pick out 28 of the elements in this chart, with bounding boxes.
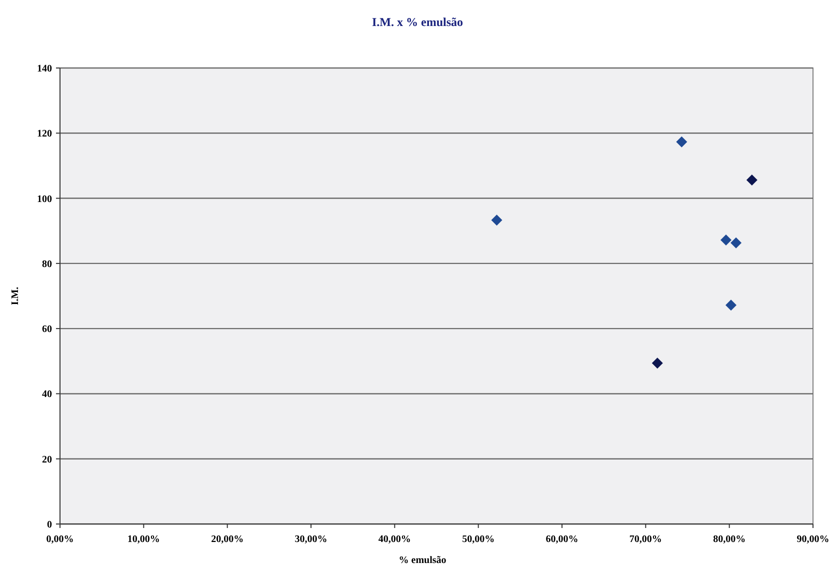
point <box>676 136 688 148</box>
y-tick-label: 100 <box>37 194 52 205</box>
x-axis-title: % emulsão <box>398 555 446 566</box>
x-tick-label: 70,00% <box>629 534 662 545</box>
y-tick-label: 40 <box>42 389 52 400</box>
point <box>720 234 732 246</box>
x-tick-label: 40,00% <box>378 534 411 545</box>
point <box>746 174 758 186</box>
x-tick-label: 50,00% <box>462 534 495 545</box>
point <box>652 358 663 369</box>
y-tick-label: 20 <box>42 454 52 466</box>
point <box>726 300 737 311</box>
point <box>730 237 742 248</box>
x-tick-label: 90,00% <box>796 534 830 545</box>
y-tick-label: 60 <box>42 324 52 336</box>
y-tick-label: 0 <box>47 520 52 530</box>
y-tick-label: 120 <box>37 128 52 140</box>
x-tick-label: 60,00% <box>546 534 578 545</box>
chart-title: I.M. x % emulsão <box>372 15 463 29</box>
x-tick-label: 10,00% <box>127 534 160 545</box>
point <box>491 214 502 226</box>
x-tick-label: 30,00% <box>294 534 328 545</box>
y-tick-label: 80 <box>42 258 52 270</box>
x-tick-label: 20,00% <box>211 534 244 545</box>
y-axis-title: I.M. <box>10 286 21 306</box>
x-tick-label: 0,00% <box>46 534 74 545</box>
x-tick-label: 80,00% <box>713 534 746 545</box>
y-tick-label: 140 <box>37 64 52 74</box>
